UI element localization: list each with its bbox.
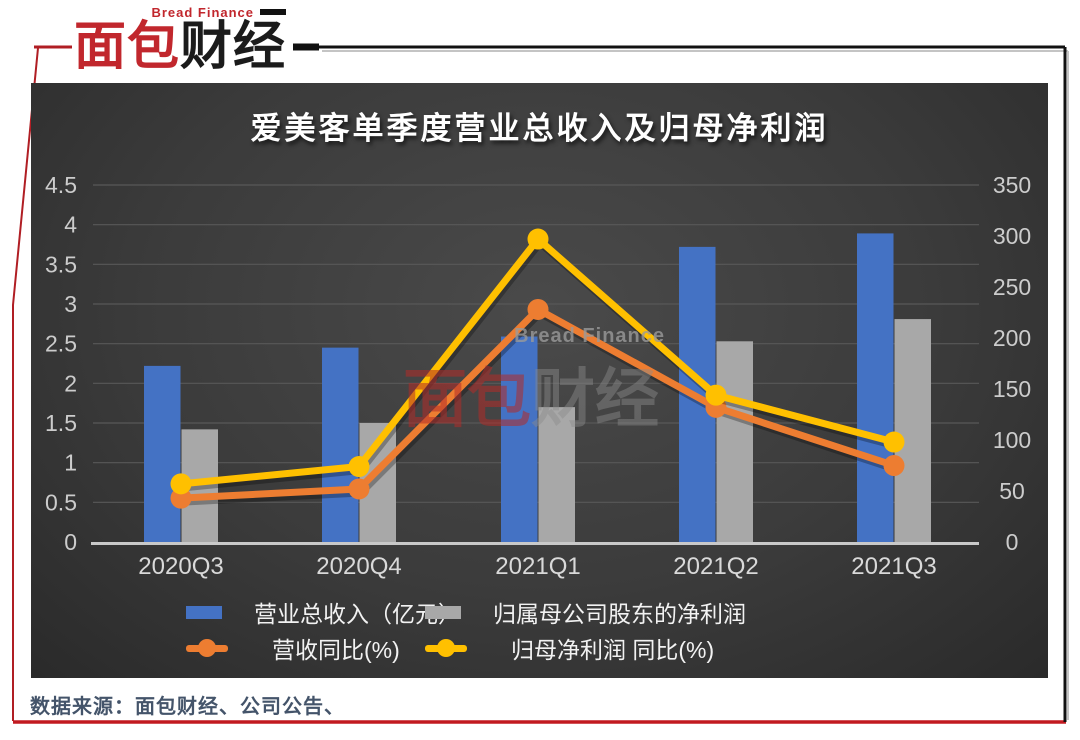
svg-text:200: 200 [993, 325, 1031, 351]
marker-2020Q4 [348, 478, 370, 500]
svg-text:150: 150 [993, 376, 1031, 402]
legend-label-netprofit-yoy: 归母净利润 同比(%) [511, 637, 715, 663]
legend-label-revenue-yoy: 营收同比(%) [272, 637, 400, 663]
svg-text:300: 300 [993, 223, 1031, 249]
brand-logo-cn: 面包财经 [74, 21, 286, 73]
svg-text:0: 0 [64, 529, 77, 555]
bar-2021Q1 [501, 336, 538, 542]
legend-item-netprofit-yoy: 归母净利润 同比(%) [425, 631, 714, 665]
svg-text:2020Q3: 2020Q3 [138, 553, 223, 580]
legend-item-netprofit: 归属母公司股东的净利润 [425, 595, 746, 629]
svg-text:2021Q1: 2021Q1 [495, 553, 580, 580]
svg-text:350: 350 [993, 172, 1031, 198]
bar-2020Q4 [322, 347, 359, 542]
svg-text:2.5: 2.5 [45, 331, 77, 357]
svg-text:250: 250 [993, 274, 1031, 300]
line-revenue-yoy [170, 298, 905, 509]
marker-2021Q3 [883, 431, 905, 453]
x-axis-labels: 2020Q3 2020Q4 2021Q1 2021Q2 2021Q3 [138, 553, 936, 580]
logo-dash-icon [260, 9, 287, 15]
svg-text:2: 2 [64, 370, 77, 396]
line-netprofit-yoy [170, 228, 905, 495]
logo-brand-en: Bread Finance [151, 4, 255, 20]
brand-logo: Bread Finance 面包财经 [74, 4, 287, 73]
legend-item-revenue: 营业总收入（亿元） [186, 595, 461, 629]
right-axis-ticks: 0 50 100 150 200 250 300 350 [993, 172, 1031, 555]
legend-swatch-netprofit-yoy-line [425, 639, 467, 657]
svg-text:0.5: 0.5 [45, 489, 77, 515]
marker-2021Q2 [705, 384, 727, 406]
svg-text:2020Q4: 2020Q4 [316, 553, 401, 580]
legend-swatch-revenue-yoy-line [186, 639, 228, 657]
marker-2020Q3 [170, 473, 192, 495]
bar-2021Q3 [894, 319, 931, 542]
chart-canvas: 0 0.5 1 1.5 2 2.5 3 3.5 4 4.5 0 50 100 150 200 250 300 35… [45, 172, 1031, 580]
chart-title: 爱美客单季度营业总收入及归母净利润 [250, 111, 829, 146]
bars-netprofit [181, 319, 931, 542]
svg-text:50: 50 [999, 478, 1025, 504]
svg-text:2021Q2: 2021Q2 [673, 553, 758, 580]
marker-2021Q1 [527, 228, 549, 250]
svg-text:1.5: 1.5 [45, 410, 77, 436]
marker-2021Q1 [527, 298, 549, 320]
bar-2021Q1 [538, 407, 575, 542]
bar-2021Q2 [716, 341, 753, 542]
chart-panel: 0 0.5 1 1.5 2 2.5 3 3.5 4 4.5 0 50 100 150 200 250 300 35… [31, 83, 1048, 678]
left-axis-ticks: 0 0.5 1 1.5 2 2.5 3 3.5 4 4.5 [45, 172, 77, 555]
legend-label-netprofit: 归属母公司股东的净利润 [493, 601, 746, 627]
frame-black-dash [293, 43, 319, 51]
svg-text:4.5: 4.5 [45, 172, 77, 198]
data-source-note: 数据来源：面包财经、公司公告、 [30, 696, 345, 718]
svg-text:100: 100 [993, 427, 1031, 453]
svg-text:4: 4 [64, 212, 77, 238]
svg-text:3: 3 [64, 291, 77, 317]
svg-text:0: 0 [1006, 529, 1019, 555]
bar-2021Q3 [857, 233, 894, 543]
svg-text:3.5: 3.5 [45, 251, 77, 277]
bar-2020Q3 [144, 365, 181, 542]
legend-swatch-netprofit-bar [425, 605, 461, 619]
legend-item-revenue-yoy: 营收同比(%) [186, 631, 400, 665]
marker-2020Q4 [348, 456, 370, 478]
logo-cn-dark: 财经 [180, 18, 287, 76]
brand-logo-top: Bread Finance [74, 4, 287, 20]
legend-swatch-revenue-bar [186, 605, 222, 619]
svg-text:2021Q3: 2021Q3 [851, 553, 936, 580]
logo-cn-red: 面包 [74, 18, 181, 76]
svg-text:1: 1 [64, 450, 77, 476]
marker-2021Q3 [883, 455, 905, 476]
